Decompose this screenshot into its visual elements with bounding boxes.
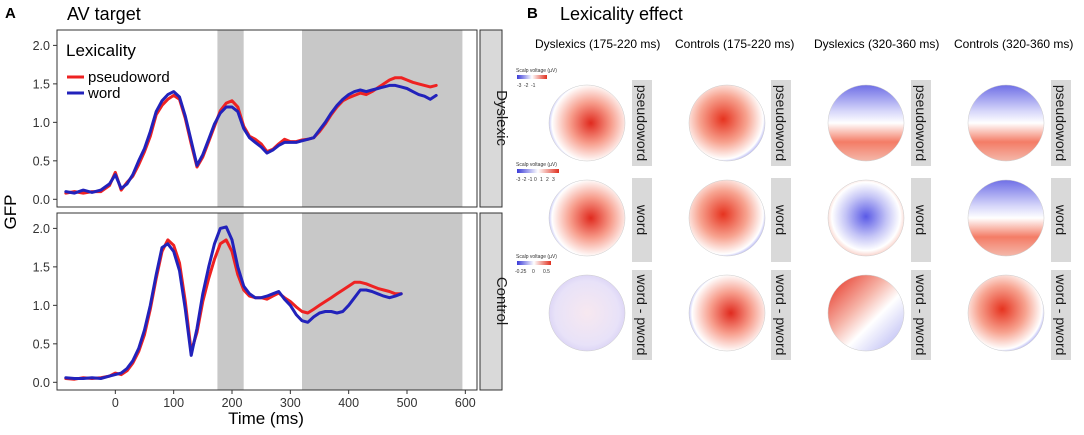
series-line-word	[64, 83, 438, 195]
time-window-shade	[302, 213, 463, 390]
topomap-row-strip	[632, 80, 652, 166]
topomap-dyslexics-early-word	[548, 179, 626, 257]
colorbar-tick: -1	[531, 83, 536, 89]
y-tick-label: 1.0	[33, 116, 50, 130]
topomap-controls-late-diff	[967, 274, 1045, 352]
y-tick-label: 2.0	[33, 222, 50, 236]
y-tick-label: 2.0	[33, 39, 50, 53]
legend: Lexicality pseudoword word	[66, 41, 170, 102]
topomap-row-strip	[911, 80, 931, 166]
colorbar-tick: 0	[532, 269, 535, 275]
x-tick-label: 500	[397, 396, 418, 410]
topomap-row-strip	[1051, 80, 1071, 166]
topomap-row-strip	[911, 270, 931, 360]
topomap-dyslexics-early-diff	[548, 274, 626, 352]
topomap-row-strip	[771, 80, 791, 166]
facet-strip-control	[479, 212, 503, 391]
colorbar-tick: 3	[552, 177, 555, 183]
topomap-row-label: word	[634, 204, 650, 235]
colorbar-title: Scalp voltage (µV)	[516, 162, 557, 168]
x-tick-label: 200	[222, 396, 243, 410]
y-tick-label: 1.0	[33, 299, 50, 313]
y-tick-label: 1.5	[33, 77, 50, 91]
topomap-row-strip	[632, 178, 652, 262]
topomap-row-label: word - pword	[1053, 274, 1069, 356]
colorbar-tick: -0.25	[515, 269, 527, 275]
colorbar-pseudoword: Scalp voltage (µV) -3 -2 -1	[516, 68, 557, 89]
y-tick-label: 0.0	[33, 376, 50, 390]
colorbar-tick: 2	[546, 177, 549, 183]
topomap-row-strip	[1051, 270, 1071, 360]
legend-label-word: word	[87, 85, 121, 102]
topomap-row-label: word - pword	[634, 274, 650, 356]
colorbar-tick: -1	[528, 177, 533, 183]
panel-b-letter: B	[527, 5, 538, 22]
topomap-row-label: word	[913, 204, 929, 235]
col-title-controls-early: Controls (175-220 ms)	[675, 37, 794, 51]
topomap-controls-late-pseudoword	[967, 84, 1045, 162]
topomap-row-label: word - pword	[913, 274, 929, 356]
topomap-row-label: word - pword	[773, 274, 789, 356]
facet-control: 0.0 0.5 1.0 1.5 2.0 Control	[33, 212, 510, 391]
topomap-row-label: pseudoword	[634, 85, 650, 161]
col-title-dyslexics-early: Dyslexics (175-220 ms)	[535, 37, 660, 51]
panel-a-letter: A	[5, 5, 16, 22]
colorbar-tick: -3	[516, 177, 521, 183]
topomap-dyslexics-late-word	[827, 179, 905, 257]
panel-b-title: Lexicality effect	[560, 4, 683, 24]
col-title-controls-late: Controls (320-360 ms)	[954, 37, 1073, 51]
x-tick-label: 100	[163, 396, 184, 410]
x-tick-label: 400	[338, 396, 359, 410]
facet-strip-dyslexic	[479, 29, 503, 208]
colorbar-title: Scalp voltage (µV)	[516, 68, 557, 74]
x-tick-label: 0	[112, 396, 119, 410]
colorbar-difference: Scalp voltage (µV) -0.25 0 0.5	[515, 254, 557, 275]
legend-label-pseudoword: pseudoword	[88, 69, 170, 86]
topomap-row-label: word	[1053, 204, 1069, 235]
x-tick-label: 600	[455, 396, 476, 410]
legend-title: Lexicality	[66, 41, 136, 60]
colorbar-tick: 1	[540, 177, 543, 183]
topomap-controls-early-diff	[688, 274, 766, 352]
colorbar-word: Scalp voltage (µV) -3 -2 -1 0 1 2 3	[516, 162, 559, 183]
y-tick-label: 0.0	[33, 193, 50, 207]
facet-dyslexic: 0.0 0.5 1.0 1.5 2.0 Dyslexic	[33, 29, 510, 208]
topomap-row-strip	[911, 178, 931, 262]
y-tick-label: 0.5	[33, 154, 50, 168]
topomap-row-strip	[771, 178, 791, 262]
topomap-controls-early-pseudoword	[688, 84, 766, 162]
facet-label-dyslexic: Dyslexic	[493, 90, 510, 146]
colorbar-tick: -2	[524, 83, 529, 89]
facet-label-control: Control	[493, 277, 510, 325]
topomap-row-strip	[1051, 178, 1071, 262]
topomap-controls-late-word	[967, 179, 1045, 257]
topomap-row-strip	[632, 270, 652, 360]
topomap-row-label: pseudoword	[913, 85, 929, 161]
series-line-word	[64, 225, 403, 380]
topomap-row-strip	[771, 270, 791, 360]
colorbar-title: Scalp voltage (µV)	[516, 254, 557, 260]
col-title-dyslexics-late: Dyslexics (320-360 ms)	[814, 37, 939, 51]
y-tick-label: 0.5	[33, 337, 50, 351]
panel-a-title: AV target	[67, 4, 141, 24]
y-tick-label: 1.5	[33, 260, 50, 274]
x-tick-label: 300	[280, 396, 301, 410]
topomap-row-label: pseudoword	[773, 85, 789, 161]
topomap-row-label: word	[773, 204, 789, 235]
topomap-row-label: pseudoword	[1053, 85, 1069, 161]
colorbar-tick: -3	[517, 83, 522, 89]
topomap-dyslexics-late-diff	[827, 274, 905, 352]
colorbar-tick: 0.5	[543, 269, 550, 275]
colorbar-tick: -2	[522, 177, 527, 183]
topomap-dyslexics-late-pseudoword	[827, 84, 905, 162]
topomap-dyslexics-early-pseudoword	[548, 84, 626, 162]
x-axis-title: Time (ms)	[228, 409, 304, 428]
y-axis-title: GFP	[1, 195, 20, 230]
topomap-controls-early-word	[688, 179, 766, 257]
colorbar-tick: 0	[534, 177, 537, 183]
